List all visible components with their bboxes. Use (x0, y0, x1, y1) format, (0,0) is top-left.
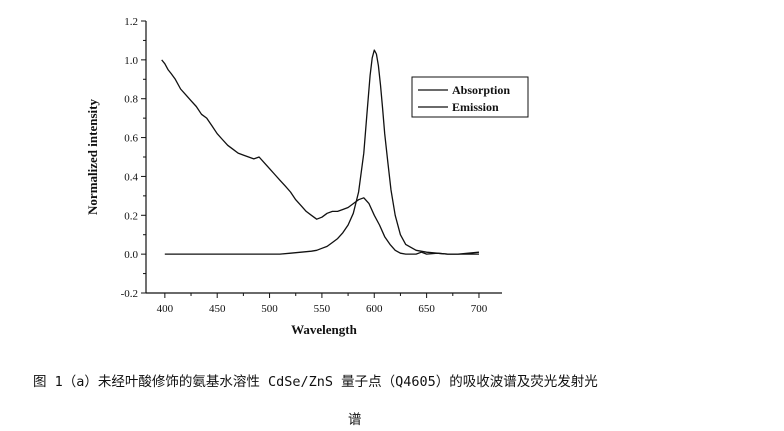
y-tick-label: 1.0 (124, 55, 138, 67)
series-line-absorption (161, 59, 480, 255)
figure-caption-line-2: 谱 (348, 412, 362, 428)
legend-label-emission: Emission (452, 100, 499, 114)
y-axis-title: Normalized intensity (85, 99, 100, 215)
series-layer (161, 49, 480, 255)
y-tick-label: 0.6 (124, 133, 138, 145)
legend-box (411, 76, 529, 118)
legend-label-absorption: Absorption (452, 83, 510, 97)
y-tick-label: 0.4 (124, 171, 138, 183)
axes (145, 21, 502, 294)
y-tick-label: 0.2 (124, 210, 138, 222)
x-tick-label: 450 (209, 303, 226, 315)
x-tick-label: 400 (157, 303, 174, 315)
figure-caption-line-1: 图 1（a）未经叶酸修饰的氨基水溶性 CdSe/ZnS 量子点（Q4605）的吸… (33, 374, 598, 390)
y-tick-label: 0.8 (124, 94, 138, 106)
legend: Absorption Emission (411, 76, 529, 118)
x-tick-label: 500 (261, 303, 278, 315)
x-tick-label: 600 (366, 303, 383, 315)
x-axis-title: Wavelength (291, 322, 357, 337)
x-tick-label: 550 (314, 303, 331, 315)
y-tick-label: -0.2 (121, 288, 138, 300)
x-tick-label: 650 (418, 303, 435, 315)
x-tick-label: 700 (471, 303, 488, 315)
y-tick-label: 0.0 (124, 249, 138, 261)
series-line-emission (164, 49, 479, 255)
spectra-line-chart: 400 450 500 550 600 650 700 -0.2 0.0 0.2 0.4 0.6 0.8… (85, 16, 529, 337)
y-tick-label: 1.2 (124, 16, 138, 28)
ticks: 400 450 500 550 600 650 700 -0.2 0.0 0.2 0.4 0.6 0.8… (121, 16, 488, 315)
